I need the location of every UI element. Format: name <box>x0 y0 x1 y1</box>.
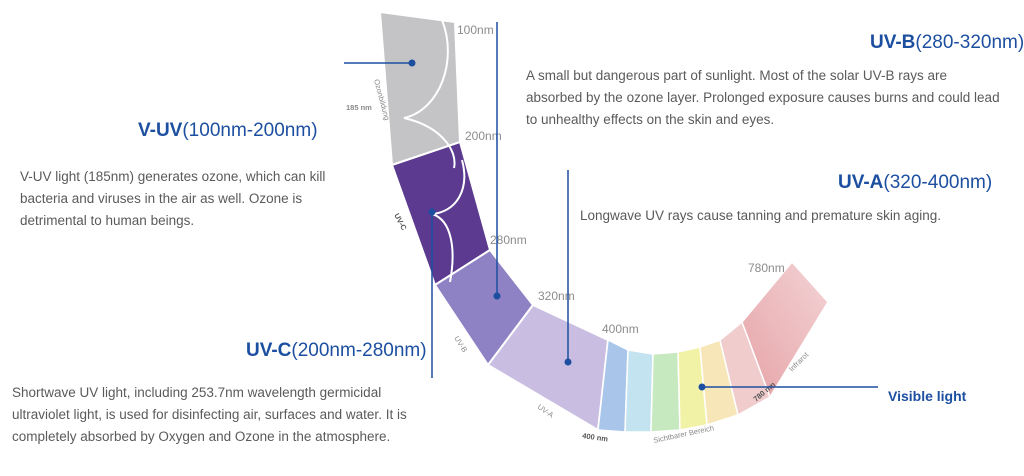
pointer-dot-1 <box>408 59 416 67</box>
pointer-dot-4 <box>564 358 572 366</box>
uvc-name: UV-C <box>246 340 292 361</box>
visible-light-label: Visible light <box>888 388 967 404</box>
pointer-dot-2 <box>493 292 501 300</box>
visible-band-3 <box>650 351 681 433</box>
vuv-emission-curve <box>403 19 456 169</box>
tick-label-4: 320nm <box>538 289 575 303</box>
tick-label-6: 780nm <box>748 261 785 275</box>
uvb-range: (280-320nm) <box>915 32 1024 53</box>
uva-heading: UV-A(320-400nm) <box>838 172 992 194</box>
uvb-heading: UV-B(280-320nm) <box>870 32 1024 54</box>
arc-label-uvc: UV-C <box>392 212 409 233</box>
tick-label-3: 280nm <box>490 233 527 247</box>
visible-band-2 <box>624 349 654 433</box>
uva-range: (320-400nm) <box>883 172 993 193</box>
vuv-description: V-UV light (185nm) generates ozone, whic… <box>20 169 326 228</box>
arc-label-uvb: UV-B <box>452 334 469 354</box>
tick-label-1: 100nm <box>457 23 494 37</box>
uvb-description: A small but dangerous part of sunlight. … <box>526 68 1000 127</box>
uvc-description: Shortwave UV light, including 253.7nm wa… <box>12 385 407 444</box>
uvc-heading: UV-C(200nm-280nm) <box>246 340 427 362</box>
vuv-heading: V-UV(100nm-200nm) <box>138 120 318 142</box>
vuv-segment <box>378 10 462 167</box>
uva-name: UV-A <box>838 172 884 193</box>
vuv-range: (100nm-200nm) <box>182 120 318 141</box>
arc-label-uva: UV-A <box>536 402 556 419</box>
arc-label-nm400: 400 nm <box>582 431 609 444</box>
arc-label-ozone-185: 185 nm <box>346 103 372 112</box>
uvb-name: UV-B <box>870 32 916 53</box>
uvc-range: (200nm-280nm) <box>291 340 427 361</box>
pointer-dot-5 <box>698 383 706 391</box>
tick-label-5: 400nm <box>602 322 639 336</box>
pointer-dot-3 <box>428 208 436 216</box>
infrared-segment <box>741 260 829 399</box>
vuv-name: V-UV <box>138 120 183 141</box>
tick-label-2: 200nm <box>465 129 502 143</box>
uva-description: Longwave UV rays cause tanning and prema… <box>580 208 941 223</box>
